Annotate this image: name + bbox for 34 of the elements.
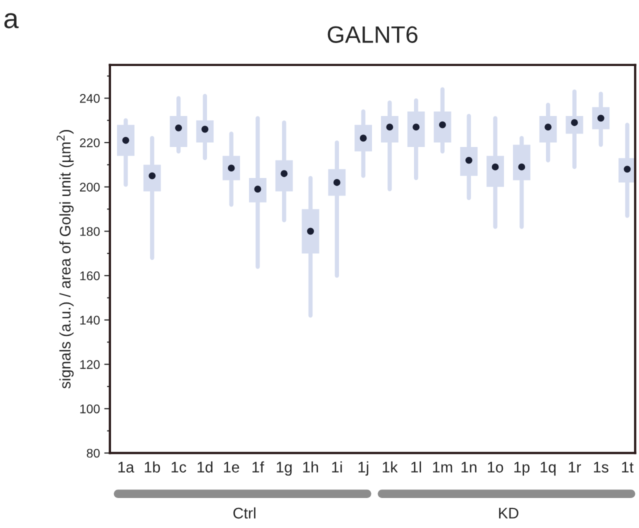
text: Ctrl [233,507,256,519]
x-tick-label: 1a [118,462,134,473]
x-tick-label: 1o [488,462,504,473]
x-tick-label: 1j [358,461,368,476]
y-tick-label: 140 [80,316,100,325]
x-tick-label: 1q [540,462,556,476]
x-tick-label: 1l [411,461,422,472]
x-tick-label: 1s [594,462,608,473]
x-tick-label: 1f [252,461,264,472]
x-tick-label: 1t [622,462,634,473]
y-tick-label: 220 [80,138,100,148]
chart-title: GALNT6 [328,26,418,43]
x-tick-label: 1h [303,461,318,472]
text: a [4,13,19,28]
x-tick-label: 1e [224,462,240,473]
y-tick-label: 180 [80,227,100,236]
x-tick-label: 1g [276,462,292,476]
text: KD [499,508,518,518]
x-tick-label: 1n [462,462,476,472]
x-tick-label: 1r [568,462,581,472]
y-tick-label: 240 [80,94,100,103]
y-tick-label: 120 [80,360,100,369]
y-axis-title: signals (a.u.) / area of Golgi unit (µm$^{2}$) [56,130,74,388]
x-tick-label: 1i [332,461,342,472]
x-tick-label: 1d [198,461,212,473]
y-tick-label: 100 [80,404,100,414]
y-tick-label: 200 [80,182,100,192]
x-tick-label: 1p [514,462,530,476]
x-tick-label: 1c [172,462,186,473]
y-tick-label: 160 [80,271,100,280]
y-tick-label: 80 [86,448,100,458]
x-tick-label: 1b [144,461,160,473]
x-tick-label: 1m [433,462,452,472]
x-tick-label: 1k [382,461,398,472]
